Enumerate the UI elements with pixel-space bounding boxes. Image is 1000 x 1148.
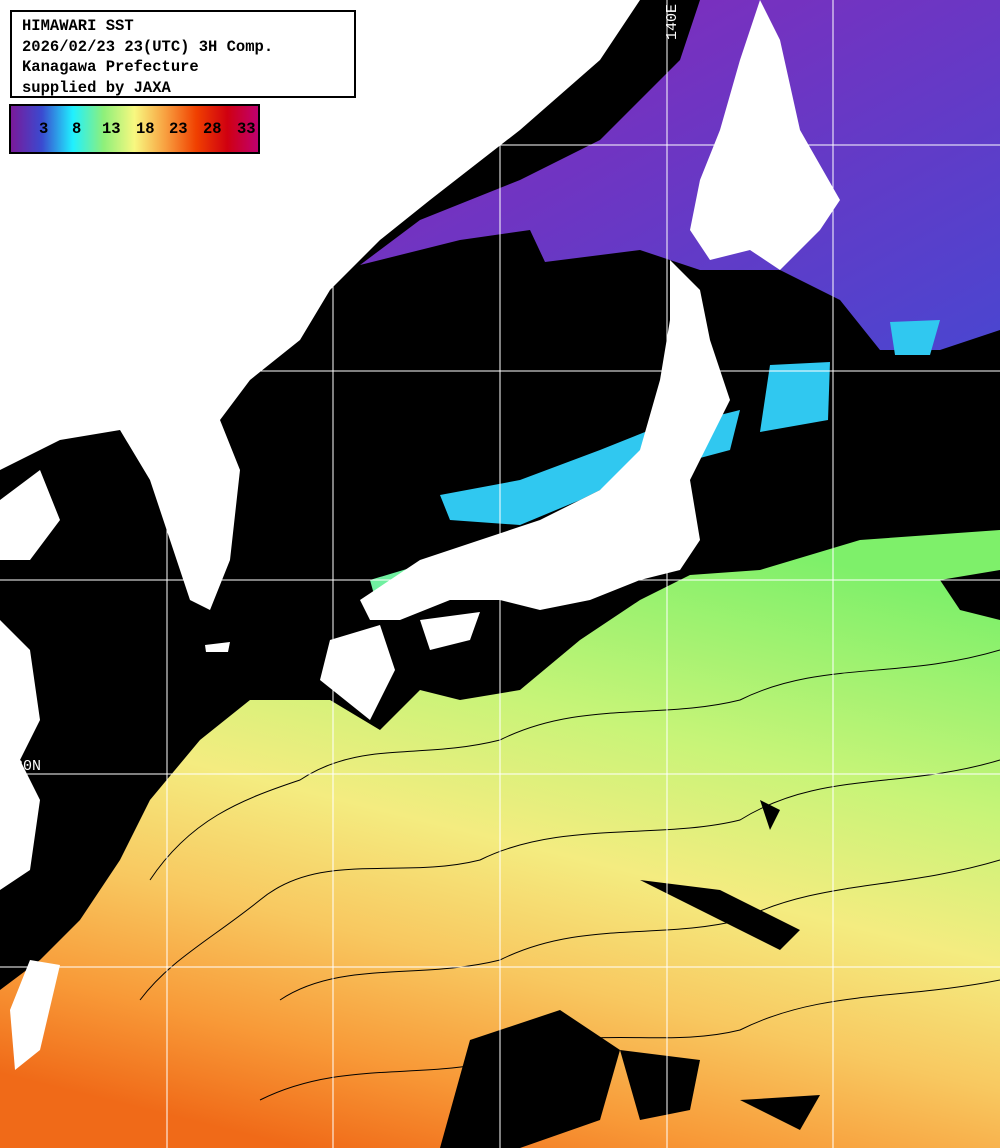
sst-cold-region-north: [360, 0, 1000, 350]
land-jeju: [205, 642, 230, 652]
legend-tick: 13: [102, 120, 121, 138]
land-kyushu: [320, 625, 395, 720]
title-line-3: Kanagawa Prefecture: [22, 58, 199, 76]
title-line-2: 2026/02/23 23(UTC) 3H Comp.: [22, 37, 274, 56]
legend-tick: 18: [136, 120, 155, 138]
land-shikoku: [420, 612, 480, 650]
land-taiwan: [10, 960, 60, 1070]
lon-label-140e: 140E: [664, 3, 681, 40]
legend-tick: 33: [237, 120, 256, 138]
land-china-coast: [0, 470, 60, 890]
lat-label-40n: 40N: [14, 352, 42, 369]
land-hokkaido: [690, 0, 840, 270]
title-line-4: supplied by JAXA: [22, 78, 171, 97]
title-box: HIMAWARI SST 2026/02/23 23(UTC) 3H Comp. K…: [10, 10, 356, 98]
land-honshu: [360, 260, 730, 620]
legend-tick: 8: [72, 120, 82, 138]
legend-tick: 28: [203, 120, 222, 138]
sst-contours: [139, 649, 1000, 1101]
legend-tick: 23: [169, 120, 188, 138]
cloud-patches: [440, 570, 1000, 1148]
title-line-1: HIMAWARI SST: [22, 17, 134, 35]
legend-tick: 3: [39, 120, 49, 138]
lat-label-30n: 30N: [14, 758, 42, 775]
color-scale-legend: 3 8 13 18 23 28 33: [9, 104, 260, 154]
